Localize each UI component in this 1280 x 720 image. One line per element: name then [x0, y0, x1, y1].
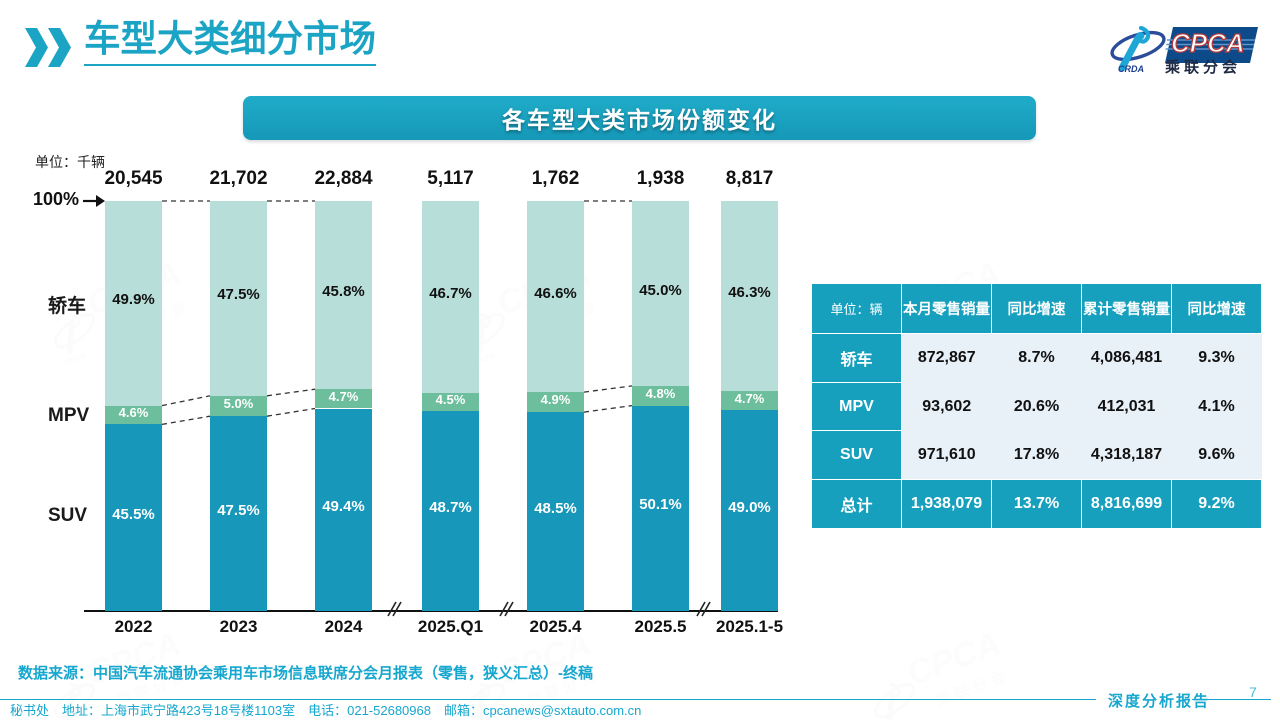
svg-text:CRDA: CRDA: [1118, 64, 1144, 74]
svg-text:乘联分会: 乘联分会: [1164, 58, 1241, 76]
svg-text:CPCA: CPCA: [1171, 28, 1245, 58]
